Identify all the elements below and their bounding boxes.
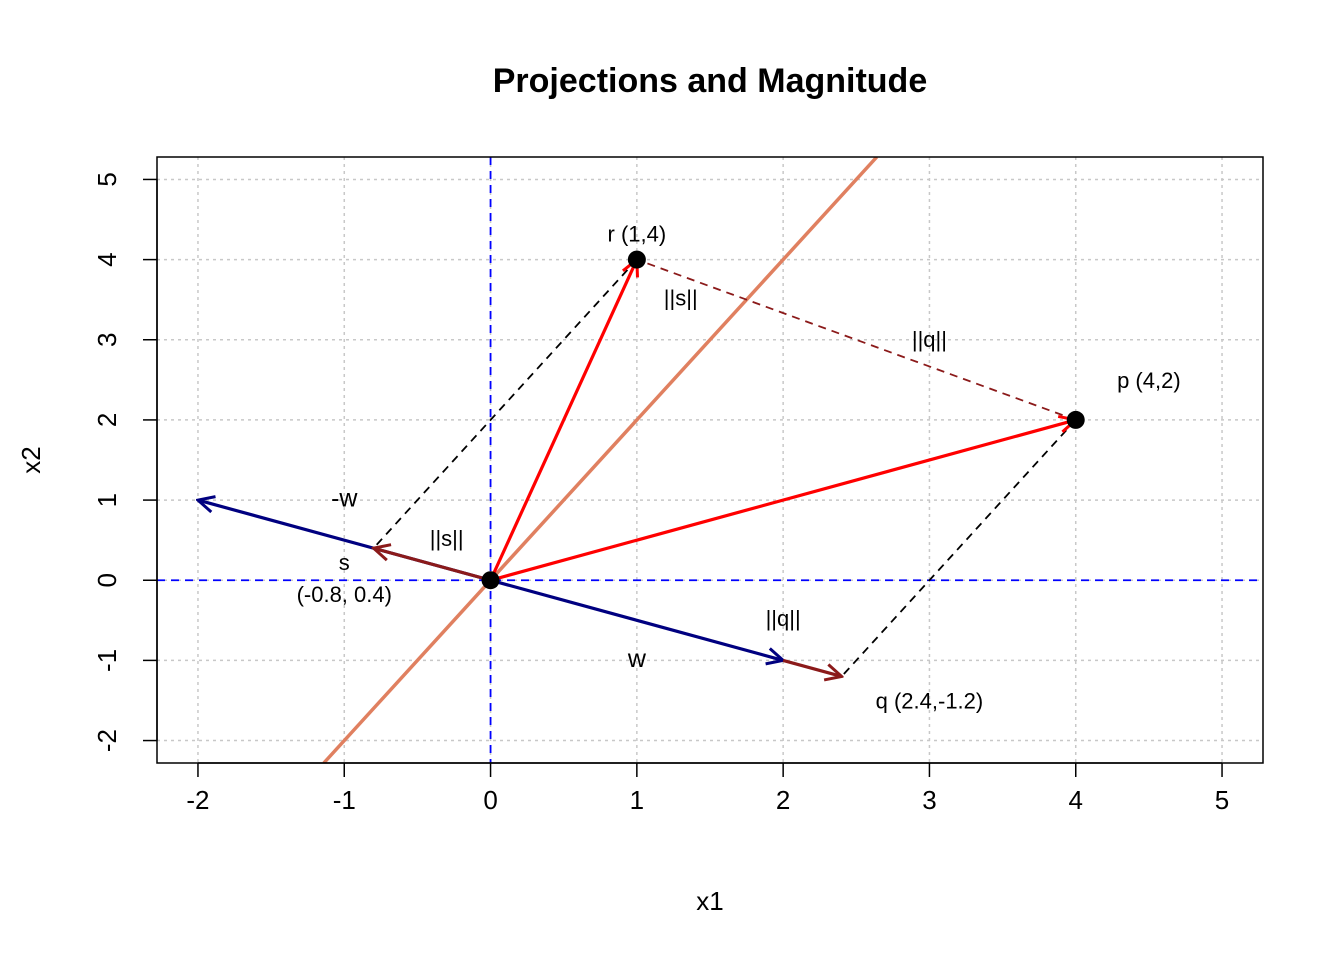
annotation-label: ||q|| — [912, 327, 947, 352]
plot-frame — [156, 156, 1264, 764]
annotation-label: r (1,4) — [608, 221, 667, 246]
annotation-label: -w — [331, 485, 358, 513]
data-point — [1066, 410, 1085, 429]
annotation-label: s — [339, 550, 350, 575]
annotation-label: q (2.4,-1.2) — [876, 689, 984, 714]
annotation-label: p (4,2) — [1117, 368, 1181, 393]
dashed-segment — [841, 419, 1077, 678]
x-tick-label: 0 — [483, 785, 497, 815]
y-tick-label: 4 — [92, 252, 122, 266]
data-point — [627, 250, 646, 269]
vector-arrow — [490, 578, 784, 660]
y-tick-label: -2 — [92, 729, 122, 752]
x-tick-label: 2 — [776, 785, 790, 815]
chart-title: Projections and Magnitude — [493, 62, 927, 100]
boundary-line — [322, 157, 879, 763]
dashed-segment — [372, 258, 638, 549]
annotation-label: ||q|| — [766, 606, 801, 631]
x-axis-label: x1 — [696, 886, 723, 916]
y-tick-label: 2 — [92, 413, 122, 427]
y-tick-label: 0 — [92, 573, 122, 587]
annotation-label: w — [627, 645, 647, 673]
dashed-segment — [636, 258, 1077, 421]
plot-area — [157, 157, 1263, 763]
y-axis-label: x2 — [16, 446, 46, 473]
vector-arrow — [782, 658, 842, 676]
grid — [157, 157, 1263, 763]
x-tick-label: 1 — [630, 785, 644, 815]
x-tick-label: 3 — [922, 785, 936, 815]
x-tick-label: -2 — [186, 785, 209, 815]
data-point — [481, 571, 500, 590]
x-tick-label: 5 — [1215, 785, 1229, 815]
annotation-label: (-0.8, 0.4) — [297, 582, 392, 607]
y-tick-label: -1 — [92, 649, 122, 672]
annotation-label: ||s|| — [664, 285, 698, 310]
vector-arrow — [374, 548, 491, 582]
vector-arrow — [489, 260, 637, 581]
y-tick-label: 3 — [92, 333, 122, 347]
x-tick-label: 4 — [1069, 785, 1083, 815]
annotations: r (1,4) p (4,2) q (2.4,-1.2) (-0.8, 0.4) s ||… — [297, 221, 1181, 713]
x-tick-label: -1 — [333, 785, 356, 815]
vector-arrow — [490, 420, 1076, 582]
y-tick-label: 5 — [92, 172, 122, 186]
annotation-label: ||s|| — [430, 526, 464, 551]
axes: -2 -1 0 1 2 3 4 5 -2 -1 0 1 2 3 4 5 — [92, 172, 1229, 815]
y-tick-label: 1 — [92, 493, 122, 507]
